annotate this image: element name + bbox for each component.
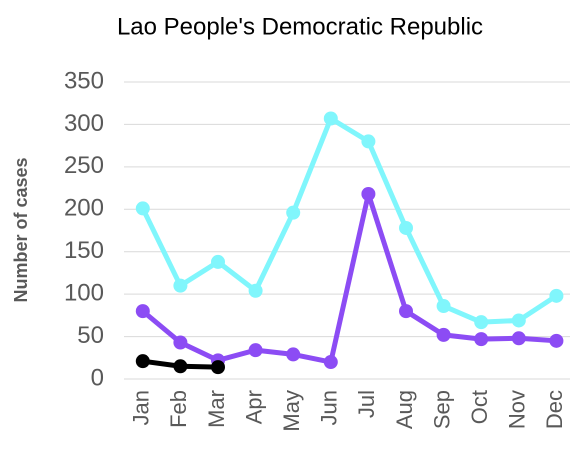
y-tick-label: 350 [64,67,104,94]
data-point [361,187,376,202]
data-point [173,278,188,293]
chart-title: Lao People's Democratic Republic [117,13,483,40]
y-tick-label: 50 [77,322,104,349]
data-point [474,315,489,330]
x-tick-label: Jul [354,390,379,418]
data-point [511,331,526,346]
x-tick-label: Jan [129,390,154,425]
data-point [248,343,263,358]
y-tick-label: 100 [64,279,104,306]
data-point [436,299,451,314]
y-tick-label: 300 [64,110,104,137]
y-axis-title: Number of cases [11,157,31,302]
x-tick-label: Oct [467,390,492,424]
data-point [211,254,225,269]
x-tick-label: Jun [317,390,342,425]
series-line [140,115,558,325]
data-point [399,220,413,235]
data-point [135,354,150,369]
y-tick-label: 0 [91,364,104,391]
data-point [323,111,338,126]
x-tick-label: May [279,390,304,432]
data-point [173,359,188,374]
data-point [135,304,150,319]
data-point [286,205,301,220]
x-tick-label: Nov [505,390,530,429]
x-tick-label: Apr [241,390,266,424]
data-point [323,355,338,370]
x-tick-label: Aug [392,390,417,429]
data-point [248,283,263,298]
data-point [135,201,150,216]
data-point [399,304,413,319]
x-tick-label: Sep [429,390,454,429]
data-point [361,134,376,149]
data-point [549,288,564,303]
data-point [173,335,188,350]
data-point [211,360,225,375]
x-tick-label: Feb [166,390,191,428]
data-point [549,333,564,348]
x-tick-label: Dec [542,390,567,429]
y-tick-label: 250 [64,152,104,179]
data-point [286,347,301,362]
y-tick-label: 200 [64,195,104,222]
data-point [436,327,451,342]
data-point [474,332,489,347]
x-tick-label: Mar [204,390,229,428]
data-point [511,313,526,328]
y-tick-label: 150 [64,237,104,264]
